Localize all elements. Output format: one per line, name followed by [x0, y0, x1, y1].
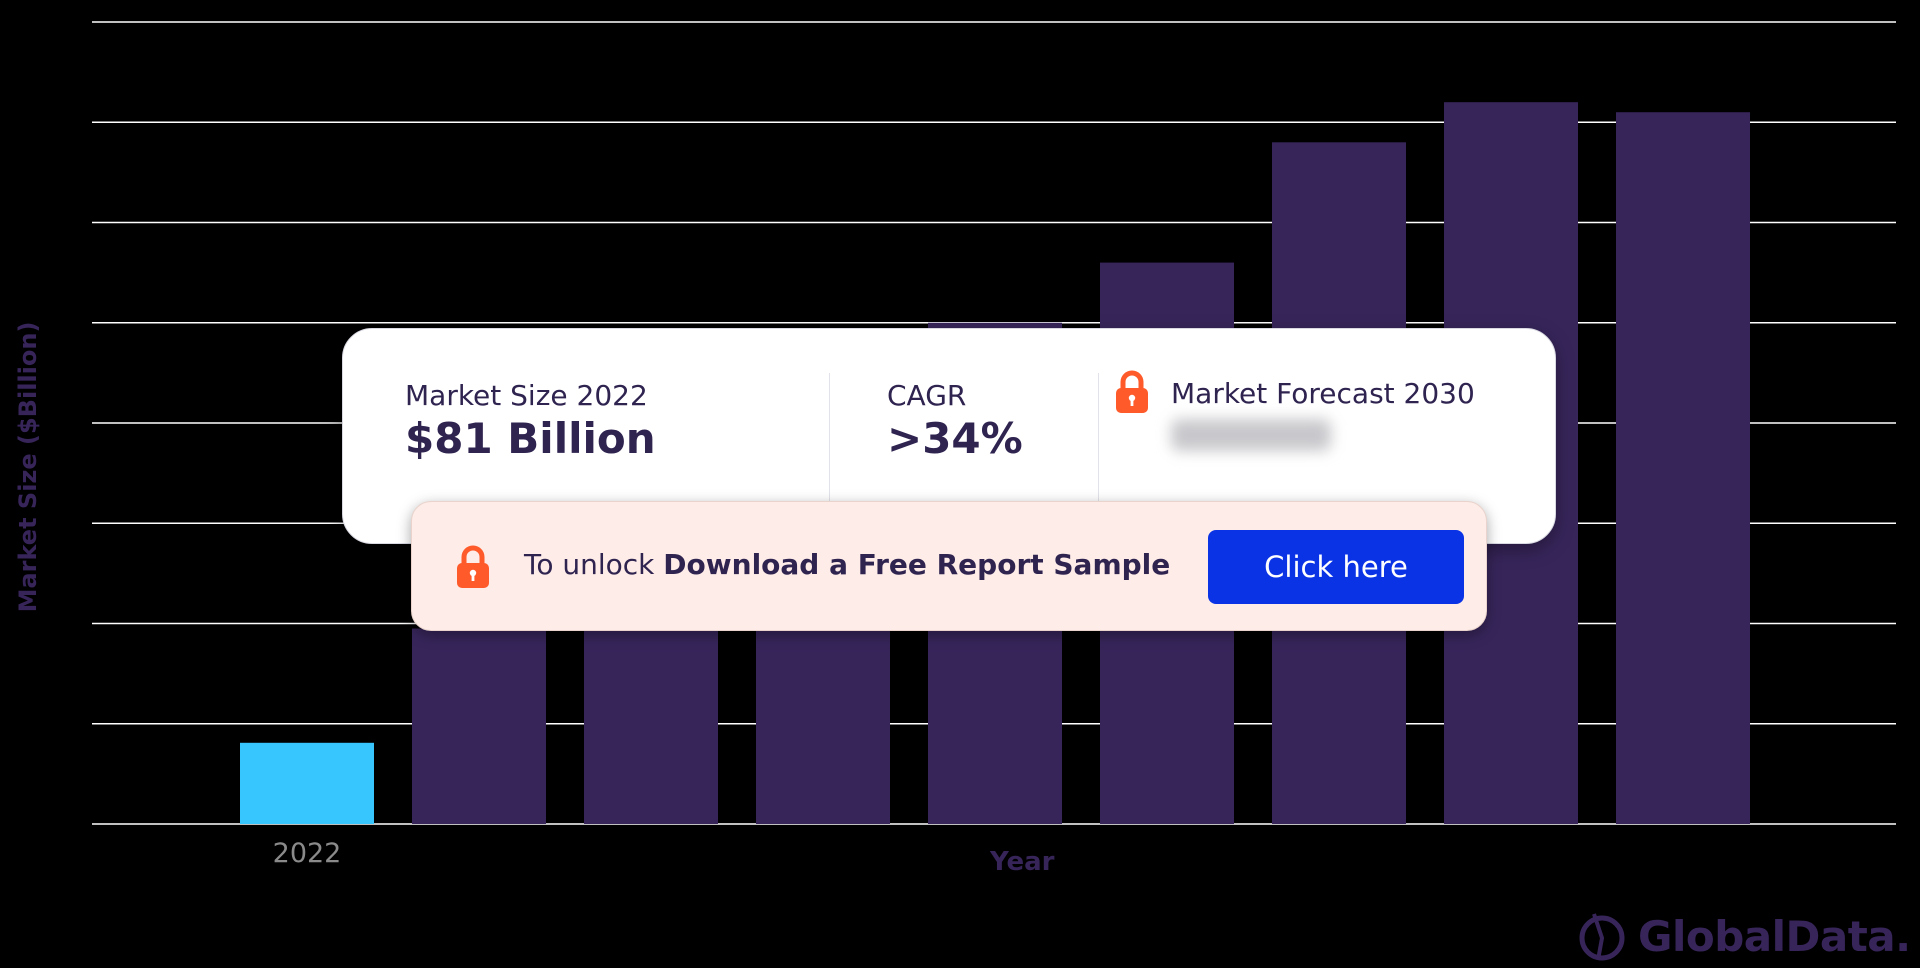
- cagr-value: >34%: [887, 414, 1023, 463]
- lock-icon: [457, 545, 489, 588]
- market-size-stat: Market Size 2022 $81 Billion: [405, 379, 656, 463]
- market-size-label: Market Size 2022: [405, 379, 648, 412]
- x-axis-label: Year: [990, 847, 1055, 877]
- globaldata-logo-icon: [1579, 913, 1625, 961]
- divider: [829, 373, 830, 505]
- cagr-label: CAGR: [887, 379, 967, 412]
- unlock-text: To unlock Download a Free Report Sample: [524, 548, 1170, 581]
- click-here-button[interactable]: Click here: [1208, 530, 1464, 604]
- cagr-stat: CAGR >34%: [887, 379, 1023, 463]
- forecast-stat: Market Forecast 2030: [1171, 377, 1475, 451]
- unlock-banner: To unlock Download a Free Report Sample …: [411, 501, 1487, 631]
- globaldata-logo: GlobalData.: [1576, 910, 1911, 962]
- bar: [240, 742, 374, 824]
- x-tick-label: 2022: [272, 838, 342, 869]
- lock-icon: [1116, 370, 1148, 413]
- y-axis-label: Market Size ($Billion): [14, 321, 42, 613]
- divider: [1098, 373, 1099, 505]
- unlock-prefix: To unlock: [524, 548, 664, 581]
- market-size-value: $81 Billion: [405, 414, 656, 463]
- forecast-value-hidden: [1171, 419, 1331, 451]
- forecast-label: Market Forecast 2030: [1171, 377, 1475, 410]
- brand-name: GlobalData.: [1638, 911, 1911, 961]
- bar: [1616, 112, 1750, 825]
- unlock-link-text: Download a Free Report Sample: [663, 548, 1171, 581]
- bar: [412, 628, 546, 824]
